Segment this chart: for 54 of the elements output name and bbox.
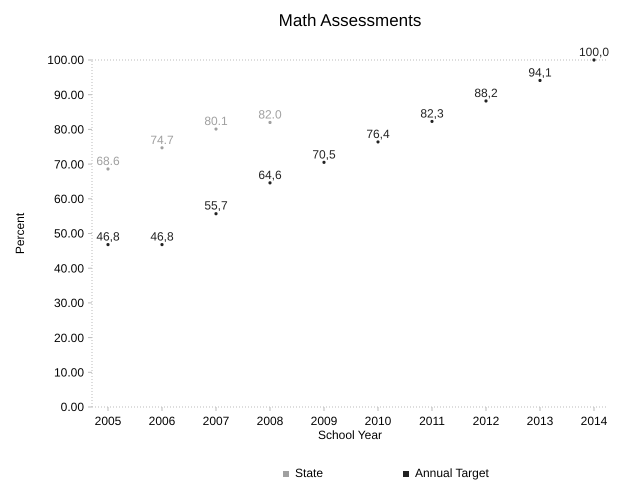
- y-tick-label: 90.00: [54, 88, 84, 102]
- data-label: 64,6: [258, 168, 282, 182]
- data-label: 46,8: [150, 230, 174, 244]
- x-axis-title: School Year: [318, 428, 382, 442]
- point: [376, 140, 380, 144]
- data-label: 68.6: [96, 154, 120, 168]
- point: [538, 78, 542, 82]
- y-tick-label: 10.00: [54, 366, 84, 380]
- x-tick-label: 2010: [364, 414, 392, 428]
- x-tick-label: 2005: [94, 414, 122, 428]
- x-tick-label: 2006: [148, 414, 176, 428]
- x-tick-label: 2007: [202, 414, 230, 428]
- y-tick-label: 80.00: [54, 122, 84, 137]
- x-tick-label: 2012: [472, 414, 500, 428]
- y-axis-title: Percent: [13, 212, 27, 254]
- data-label: 46,8: [96, 230, 120, 244]
- point: [160, 146, 164, 150]
- chart-title: Math Assessments: [278, 11, 422, 30]
- x-tick-label: 2013: [526, 414, 554, 428]
- data-label: 82,3: [420, 106, 444, 120]
- point: [430, 120, 434, 123]
- y-tick-label: 100.00: [47, 53, 84, 68]
- point: [484, 99, 488, 103]
- point: [592, 58, 596, 62]
- data-label: 94,1: [528, 65, 552, 80]
- x-tick-label: 2011: [419, 414, 446, 428]
- y-tick-label: 30.00: [54, 296, 84, 310]
- legend-label: Annual Target: [415, 466, 490, 480]
- data-label: 55,7: [204, 198, 228, 213]
- point: [106, 243, 110, 246]
- point: [322, 160, 326, 164]
- x-tick-label: 2014: [580, 414, 608, 428]
- point: [106, 167, 110, 171]
- data-label: 70,5: [312, 147, 336, 162]
- y-tick-label: 20.00: [54, 330, 84, 345]
- data-label: 80.1: [204, 114, 228, 128]
- point: [214, 127, 218, 131]
- x-tick-label: 2008: [256, 414, 284, 428]
- y-tick-label: 70.00: [54, 157, 84, 172]
- data-label: 100,0: [578, 45, 610, 59]
- data-label: 88,2: [474, 86, 498, 100]
- y-tick-label: 40.00: [54, 261, 84, 276]
- y-tick-label: 0.00: [60, 400, 84, 414]
- point: [160, 243, 164, 246]
- x-tick-label: 2009: [310, 414, 338, 428]
- point: [214, 212, 218, 216]
- data-label: 74.7: [150, 132, 174, 147]
- y-tick-label: 50.00: [54, 226, 84, 241]
- point: [268, 181, 272, 184]
- data-label: 76,4: [366, 126, 390, 141]
- legend-label: State: [295, 466, 324, 480]
- data-label: 82.0: [258, 107, 282, 122]
- y-tick-label: 60.00: [54, 192, 84, 206]
- point: [268, 120, 272, 124]
